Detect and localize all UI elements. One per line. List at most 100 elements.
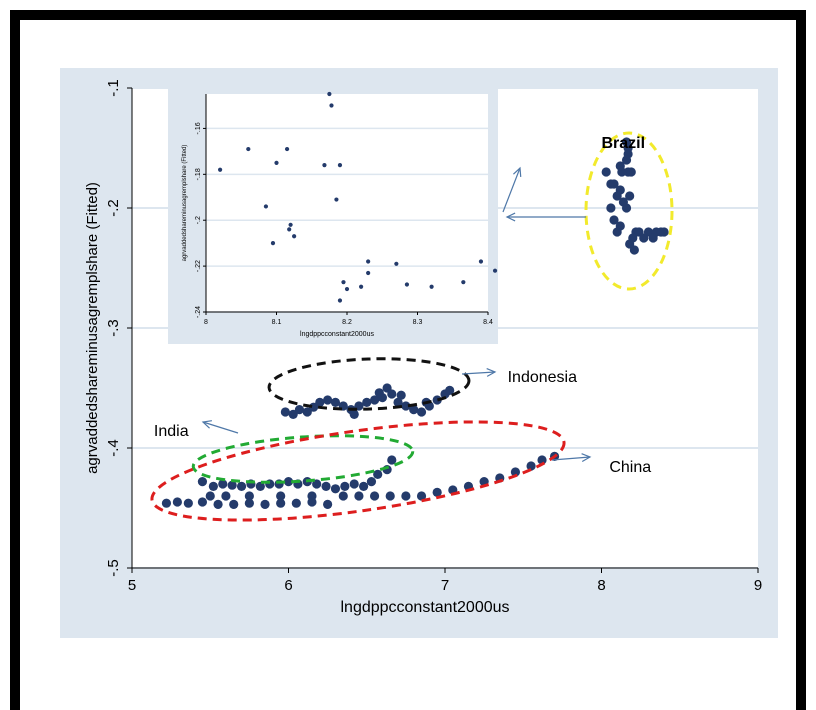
inset-data-point bbox=[366, 270, 371, 276]
inset-data-point bbox=[478, 259, 484, 264]
data-point bbox=[612, 191, 622, 201]
data-point bbox=[625, 191, 635, 201]
data-point bbox=[526, 461, 536, 471]
inset-x-tick-label: 8.4 bbox=[483, 319, 493, 326]
brazil-label-arrow bbox=[502, 166, 522, 213]
data-point bbox=[172, 497, 182, 507]
inset-data-point bbox=[461, 280, 466, 285]
data-point bbox=[612, 227, 622, 237]
brazil-ellipse bbox=[584, 131, 674, 291]
india-ellipse bbox=[191, 434, 415, 484]
data-point bbox=[330, 484, 341, 494]
data-point bbox=[260, 499, 270, 509]
inset-data-point bbox=[429, 284, 434, 289]
data-point bbox=[432, 395, 442, 405]
inset-data-point bbox=[287, 227, 292, 232]
y-tick-label: -.2 bbox=[105, 199, 122, 217]
data-point bbox=[629, 245, 639, 255]
data-point bbox=[288, 409, 298, 419]
arrow-head bbox=[201, 420, 212, 429]
data-point bbox=[387, 389, 397, 399]
inset-data-point bbox=[246, 146, 251, 152]
annotation-labels: Brazil Indonesia India China bbox=[154, 135, 651, 476]
inset-data-point bbox=[274, 160, 279, 165]
inset-data-point bbox=[284, 146, 290, 152]
data-point bbox=[601, 167, 611, 177]
label-indonesia: Indonesia bbox=[508, 369, 577, 386]
inset-y-axis-label: agrvaddedshareminusagremplshare (Fitted) bbox=[182, 145, 188, 262]
data-point bbox=[393, 397, 403, 407]
data-point bbox=[369, 491, 380, 501]
data-point bbox=[385, 491, 395, 501]
data-point bbox=[659, 227, 669, 237]
inset-x-tick-label: 8 bbox=[204, 319, 208, 326]
data-point bbox=[639, 233, 649, 243]
inset-x-axis-label: lngdppcconstant2000us bbox=[300, 331, 374, 338]
data-point bbox=[606, 203, 616, 213]
data-point bbox=[312, 479, 322, 489]
arrow-head bbox=[486, 368, 497, 377]
inset-data-point bbox=[218, 167, 223, 172]
inset-data-point bbox=[322, 163, 327, 168]
data-point bbox=[208, 481, 218, 491]
inset-data-point bbox=[359, 284, 364, 289]
x-tick-label: 8 bbox=[597, 577, 605, 594]
data-point bbox=[387, 455, 397, 465]
series-india bbox=[197, 455, 397, 501]
data-point bbox=[396, 390, 406, 400]
x-tick-label: 5 bbox=[128, 577, 136, 594]
inset-data-point bbox=[337, 163, 343, 168]
data-point bbox=[349, 409, 359, 419]
data-point bbox=[537, 455, 547, 465]
inset-y-tick-label: -.22 bbox=[195, 260, 202, 272]
data-point bbox=[354, 491, 364, 501]
inset-plot: -.16 -.18 -.2 -.22 -.248 8.1 8.2 8.3 8.4 lngdppcc… bbox=[168, 86, 498, 344]
inset-data-point bbox=[394, 261, 399, 266]
indonesia-ellipse bbox=[267, 357, 471, 411]
data-point bbox=[294, 405, 305, 415]
arrow-shaft bbox=[551, 456, 591, 461]
data-point bbox=[609, 179, 619, 189]
data-point bbox=[307, 497, 317, 507]
arrow-shaft bbox=[202, 421, 239, 434]
figure-border bbox=[10, 10, 806, 710]
inset-data-point bbox=[492, 268, 498, 273]
arrow-shaft bbox=[502, 167, 521, 213]
inset-y-tick-label: -.16 bbox=[195, 122, 202, 134]
data-point bbox=[362, 397, 372, 407]
y-tick-label: -.1 bbox=[105, 79, 122, 97]
data-point bbox=[280, 407, 290, 417]
inset-y-tick-label: -.24 bbox=[195, 306, 202, 318]
label-china: China bbox=[609, 459, 651, 476]
arrow-head bbox=[513, 166, 522, 178]
data-point bbox=[401, 491, 411, 501]
inset-data-point bbox=[270, 241, 276, 246]
inset-plot-area bbox=[206, 94, 488, 312]
data-point bbox=[218, 479, 228, 489]
inset-data-point bbox=[263, 204, 269, 209]
indonesia-arrow bbox=[461, 368, 497, 377]
data-point bbox=[229, 499, 239, 509]
inset-data-point bbox=[329, 103, 334, 108]
data-point bbox=[432, 487, 442, 497]
inset-data-point bbox=[292, 234, 297, 239]
data-point bbox=[409, 405, 419, 415]
data-point bbox=[374, 388, 384, 398]
data-point bbox=[401, 401, 411, 411]
data-point bbox=[315, 397, 325, 407]
data-point bbox=[276, 498, 286, 508]
x-tick-label: 6 bbox=[284, 577, 292, 594]
data-point bbox=[283, 477, 294, 487]
y-tick-label: -.3 bbox=[105, 319, 122, 337]
y-tick-label: -.4 bbox=[105, 439, 122, 457]
inset-data-point bbox=[366, 259, 371, 264]
data-point bbox=[255, 481, 265, 491]
data-point bbox=[197, 477, 208, 487]
data-point bbox=[621, 155, 632, 165]
data-point bbox=[621, 203, 632, 213]
label-brazil: Brazil bbox=[602, 135, 646, 152]
inset-data-point bbox=[344, 286, 350, 292]
data-point bbox=[648, 233, 658, 243]
